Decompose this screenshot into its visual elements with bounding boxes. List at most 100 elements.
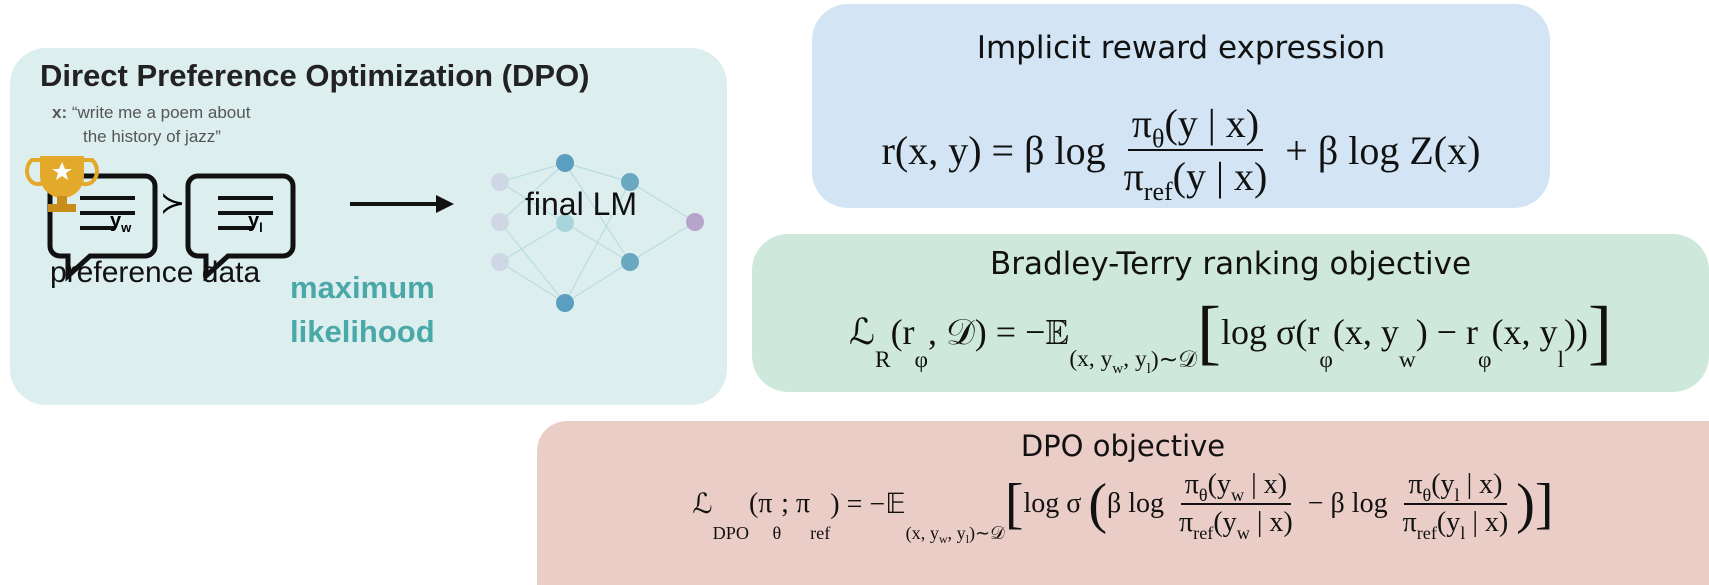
formula-text: (π xyxy=(749,488,772,520)
formula-text: | x) xyxy=(1250,507,1293,539)
prompt-line: “write me a poem about xyxy=(72,103,251,122)
formula-text: ref xyxy=(1193,523,1213,544)
bracket: ( xyxy=(1088,476,1107,532)
formula-text: ) − r xyxy=(1416,311,1478,353)
subscript: φ xyxy=(1319,347,1333,374)
prompt-line: the history of jazz” xyxy=(83,127,221,147)
formula-text: log σ(r xyxy=(1221,311,1319,353)
bracket: ) xyxy=(1516,476,1535,532)
formula-text: ref xyxy=(810,523,830,544)
prompt: x: “write me a poem about xyxy=(52,103,250,123)
subscript: φ xyxy=(1478,347,1492,374)
network xyxy=(491,154,704,312)
subscript: θ xyxy=(1199,485,1208,506)
bracket: [ xyxy=(1197,296,1221,368)
formula-text: π xyxy=(1124,153,1144,200)
subscript: w xyxy=(1399,347,1416,374)
formula-text: ref xyxy=(1417,523,1437,544)
formula-text: ℒ xyxy=(849,311,875,353)
formula-text: (y xyxy=(1208,469,1231,501)
formula-text: π xyxy=(1403,507,1417,539)
formula-text: w xyxy=(1399,347,1416,374)
subscript: ref xyxy=(1193,523,1213,544)
formula-text: φ xyxy=(1478,347,1492,374)
bracket: ] xyxy=(1535,476,1554,532)
subscript: w xyxy=(1112,360,1123,378)
formula-text: θ xyxy=(772,523,781,544)
method-line: likelihood xyxy=(290,314,435,350)
formula-text: (y | x) xyxy=(1173,153,1268,200)
formula-text: π xyxy=(1408,469,1422,501)
subscript: θ xyxy=(772,523,781,544)
formula-text: φ xyxy=(915,347,929,374)
trophy xyxy=(27,156,97,212)
method-line: maximum xyxy=(290,270,435,306)
formula-text: − β log xyxy=(1301,488,1395,520)
formula-text: l xyxy=(1147,360,1151,378)
label-sub: l xyxy=(259,220,263,235)
subscript: (x, yw, yl)∼𝒟 xyxy=(1069,345,1197,374)
subscript: ref xyxy=(1417,523,1437,544)
formula-text: DPO xyxy=(713,523,749,544)
formula-text: l xyxy=(1460,523,1465,544)
subscript: (x, yw, yl)∼𝒟 xyxy=(906,523,1005,544)
subscript: l xyxy=(1147,360,1151,378)
formula-text: π xyxy=(1185,469,1199,501)
formula-text: , y xyxy=(948,523,966,544)
arrow xyxy=(350,195,454,213)
formula-text: log σ xyxy=(1023,488,1088,520)
denominator: πref(y | x) xyxy=(1120,151,1272,200)
formula-text: w xyxy=(1112,360,1123,378)
formula-text: ; π xyxy=(781,488,810,520)
page: Direct Preference Optimization (DPO) x: … xyxy=(0,0,1709,585)
formula-text: π xyxy=(1132,100,1152,147)
label-sub: w xyxy=(121,220,131,235)
formula-text: )∼𝒟 xyxy=(1151,345,1197,374)
formula-text: ) = −𝔼 xyxy=(830,487,905,521)
formula-text: φ xyxy=(1319,347,1333,374)
formula-text: l xyxy=(1558,347,1565,374)
box-title: DPO objective xyxy=(537,429,1709,463)
formula-text: + β log Z(x) xyxy=(1275,127,1480,174)
formula-text: (x, y xyxy=(1069,346,1112,373)
preference-caption: preference data xyxy=(50,256,260,290)
formula-text: ℒ xyxy=(692,487,712,521)
formula-text: (y xyxy=(1213,507,1236,539)
box-title: Bradley-Terry ranking objective xyxy=(752,246,1709,282)
bracket: [ xyxy=(1005,476,1024,532)
formula-text: | x) xyxy=(1244,469,1287,501)
bracket: ] xyxy=(1588,296,1612,368)
formula-text: (y xyxy=(1431,469,1454,501)
formula-text: R xyxy=(875,347,891,374)
model-label: final LM xyxy=(525,186,637,223)
dpo-panel: Direct Preference Optimization (DPO) x: … xyxy=(10,48,727,405)
denominator: πref(yl | x) xyxy=(1399,505,1513,539)
subscript: ref xyxy=(810,523,830,544)
formula-text: , 𝒟) = −𝔼 xyxy=(928,311,1069,354)
subscript: l xyxy=(1455,485,1460,506)
subscript: w xyxy=(939,532,948,547)
label-base: y xyxy=(110,210,121,232)
formula-text: θ xyxy=(1152,124,1164,154)
formula-text: | x) xyxy=(1465,507,1508,539)
formula-text: (x, y xyxy=(1492,311,1558,353)
formula-text: (x, y xyxy=(1333,311,1399,353)
formula-text: (x, y xyxy=(906,523,939,544)
formula-text: , y xyxy=(1123,346,1146,373)
formula-text: w xyxy=(1237,523,1250,544)
formula-text: l xyxy=(966,532,969,547)
subscript: l xyxy=(1460,523,1465,544)
subscript: R xyxy=(875,347,891,374)
formula-text: )∼𝒟 xyxy=(969,523,1005,544)
formula-text: π xyxy=(1179,507,1193,539)
subscript: w xyxy=(1231,485,1244,506)
